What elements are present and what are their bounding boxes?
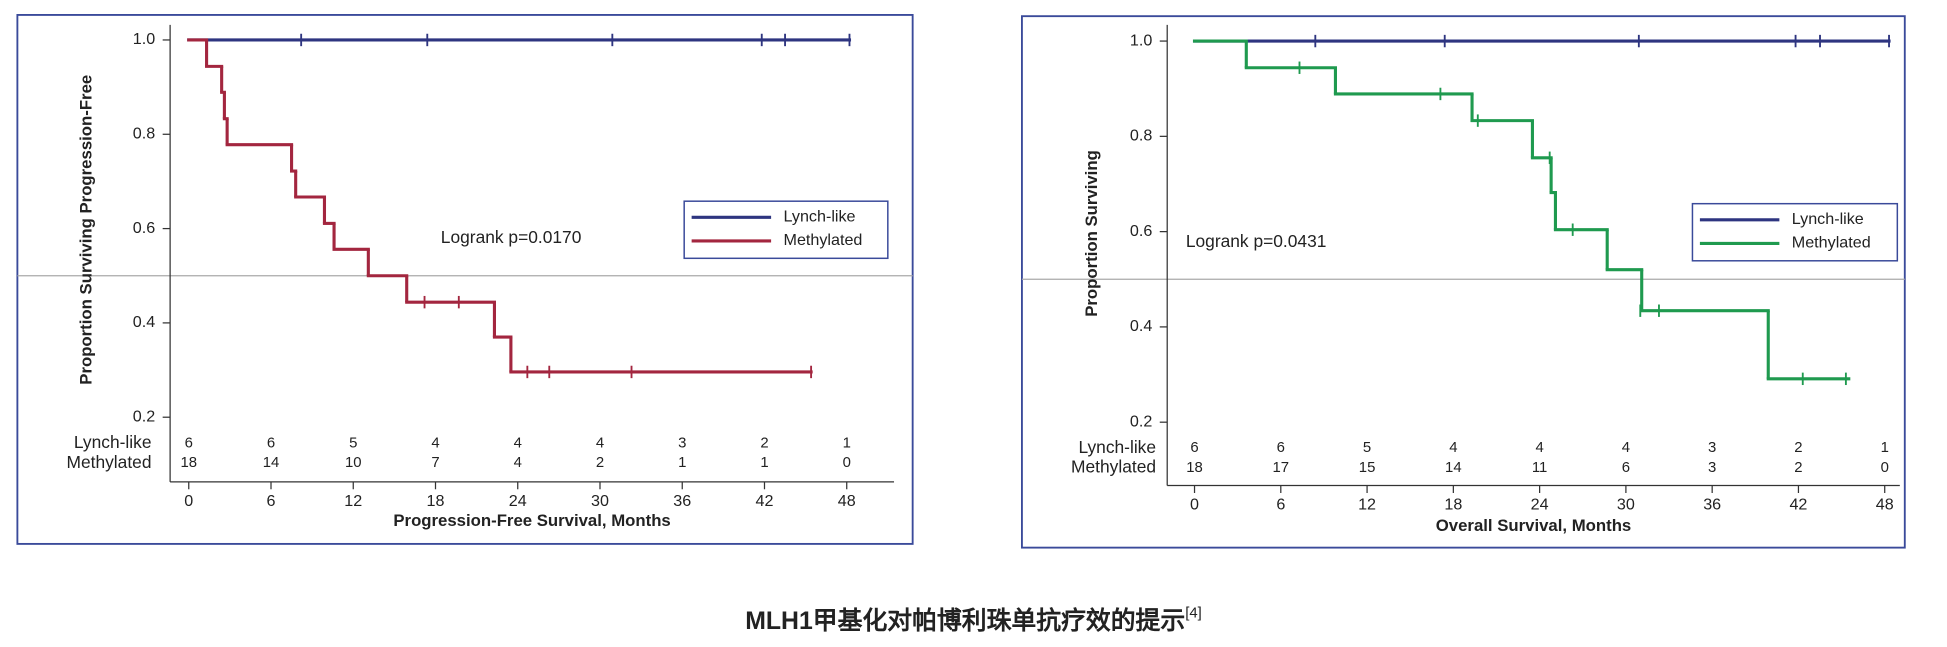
at-risk-label: Lynch-like — [74, 432, 152, 452]
at-risk-count: 4 — [431, 435, 439, 451]
y-tick-label: 0.6 — [1130, 222, 1152, 240]
at-risk-count: 1 — [678, 455, 686, 471]
x-tick-label: 24 — [1531, 496, 1549, 514]
at-risk-count: 7 — [431, 455, 439, 471]
caption: MLH1甲基化对帕博利珠单抗疗效的提示[4] — [745, 605, 1202, 634]
at-risk-count: 6 — [1622, 460, 1630, 476]
at-risk-count: 1 — [1881, 440, 1889, 456]
x-tick-label: 12 — [1358, 496, 1376, 514]
x-tick-label: 6 — [267, 492, 276, 510]
x-tick-label: 48 — [838, 492, 856, 510]
annotation: Logrank p=0.0431 — [1186, 231, 1327, 251]
at-risk-count: 2 — [1794, 440, 1802, 456]
caption-ref: [4] — [1185, 605, 1202, 621]
at-risk-count: 6 — [1277, 440, 1285, 456]
x-tick-label: 6 — [1276, 496, 1285, 514]
x-tick-label: 42 — [756, 492, 774, 510]
x-tick-label: 48 — [1876, 496, 1894, 514]
y-tick-label: 0.2 — [1130, 412, 1152, 430]
legend-box — [1691, 202, 1899, 262]
y-tick-label: 0.6 — [133, 219, 155, 237]
x-tick-label: 24 — [509, 492, 527, 510]
x-axis-label: Progression-Free Survival, Months — [393, 511, 670, 530]
at-risk-count: 2 — [596, 455, 604, 471]
x-tick-label: 0 — [1190, 496, 1199, 514]
at-risk-count: 0 — [1881, 460, 1889, 476]
x-tick-label: 30 — [1617, 496, 1635, 514]
at-risk-count: 14 — [263, 455, 280, 471]
at-risk-count: 18 — [1186, 460, 1203, 476]
y-axis-label: Proportion Surviving Progression-Free — [76, 75, 95, 385]
legend-box — [683, 200, 889, 260]
at-risk-count: 6 — [1190, 440, 1198, 456]
x-axis-label: Overall Survival, Months — [1436, 516, 1631, 535]
chart-frame — [16, 14, 914, 545]
y-axis-label: Proportion Surviving — [1082, 150, 1101, 317]
y-tick-label: 0.2 — [133, 407, 155, 425]
y-tick-label: 1.0 — [133, 30, 155, 48]
at-risk-count: 11 — [1532, 460, 1547, 476]
caption-text: MLH1甲基化对帕博利珠单抗疗效的提示 — [745, 606, 1185, 635]
x-tick-label: 36 — [673, 492, 691, 510]
at-risk-count: 4 — [1622, 440, 1630, 456]
at-risk-count: 3 — [1708, 440, 1716, 456]
at-risk-count: 3 — [678, 435, 686, 451]
at-risk-count: 2 — [760, 435, 768, 451]
at-risk-count: 17 — [1273, 460, 1290, 476]
at-risk-count: 14 — [1445, 460, 1462, 476]
x-tick-label: 42 — [1789, 496, 1807, 514]
annotation: Logrank p=0.0170 — [441, 227, 582, 247]
at-risk-count: 4 — [514, 455, 522, 471]
x-tick-label: 18 — [427, 492, 445, 510]
chart-frame — [1020, 15, 1906, 549]
x-tick-label: 30 — [591, 492, 609, 510]
at-risk-count: 4 — [596, 435, 604, 451]
at-risk-label: Methylated — [66, 452, 151, 472]
at-risk-count: 6 — [267, 435, 275, 451]
y-tick-label: 0.4 — [133, 313, 155, 331]
at-risk-count: 4 — [1449, 440, 1457, 456]
at-risk-count: 1 — [760, 455, 768, 471]
at-risk-count: 1 — [843, 435, 851, 451]
at-risk-count: 5 — [349, 435, 357, 451]
legend-label: Methylated — [784, 231, 863, 249]
legend-label: Lynch-like — [784, 208, 856, 226]
x-tick-label: 18 — [1444, 496, 1462, 514]
at-risk-count: 4 — [514, 435, 522, 451]
at-risk-label: Methylated — [1071, 457, 1156, 477]
at-risk-count: 5 — [1363, 440, 1371, 456]
at-risk-count: 3 — [1708, 460, 1716, 476]
at-risk-count: 0 — [843, 455, 851, 471]
y-tick-label: 0.4 — [1130, 317, 1152, 335]
at-risk-label: Lynch-like — [1078, 437, 1156, 457]
at-risk-count: 2 — [1794, 460, 1802, 476]
legend-label: Methylated — [1792, 234, 1871, 252]
at-risk-count: 6 — [185, 435, 193, 451]
at-risk-count: 15 — [1359, 460, 1376, 476]
at-risk-count: 10 — [345, 455, 362, 471]
at-risk-count: 18 — [180, 455, 197, 471]
y-tick-label: 0.8 — [133, 125, 155, 143]
x-tick-label: 36 — [1703, 496, 1721, 514]
legend-label: Lynch-like — [1792, 210, 1864, 228]
y-tick-label: 1.0 — [1130, 31, 1152, 49]
at-risk-count: 4 — [1535, 440, 1543, 456]
x-tick-label: 12 — [344, 492, 362, 510]
x-tick-label: 0 — [184, 492, 193, 510]
y-tick-label: 0.8 — [1130, 127, 1152, 145]
